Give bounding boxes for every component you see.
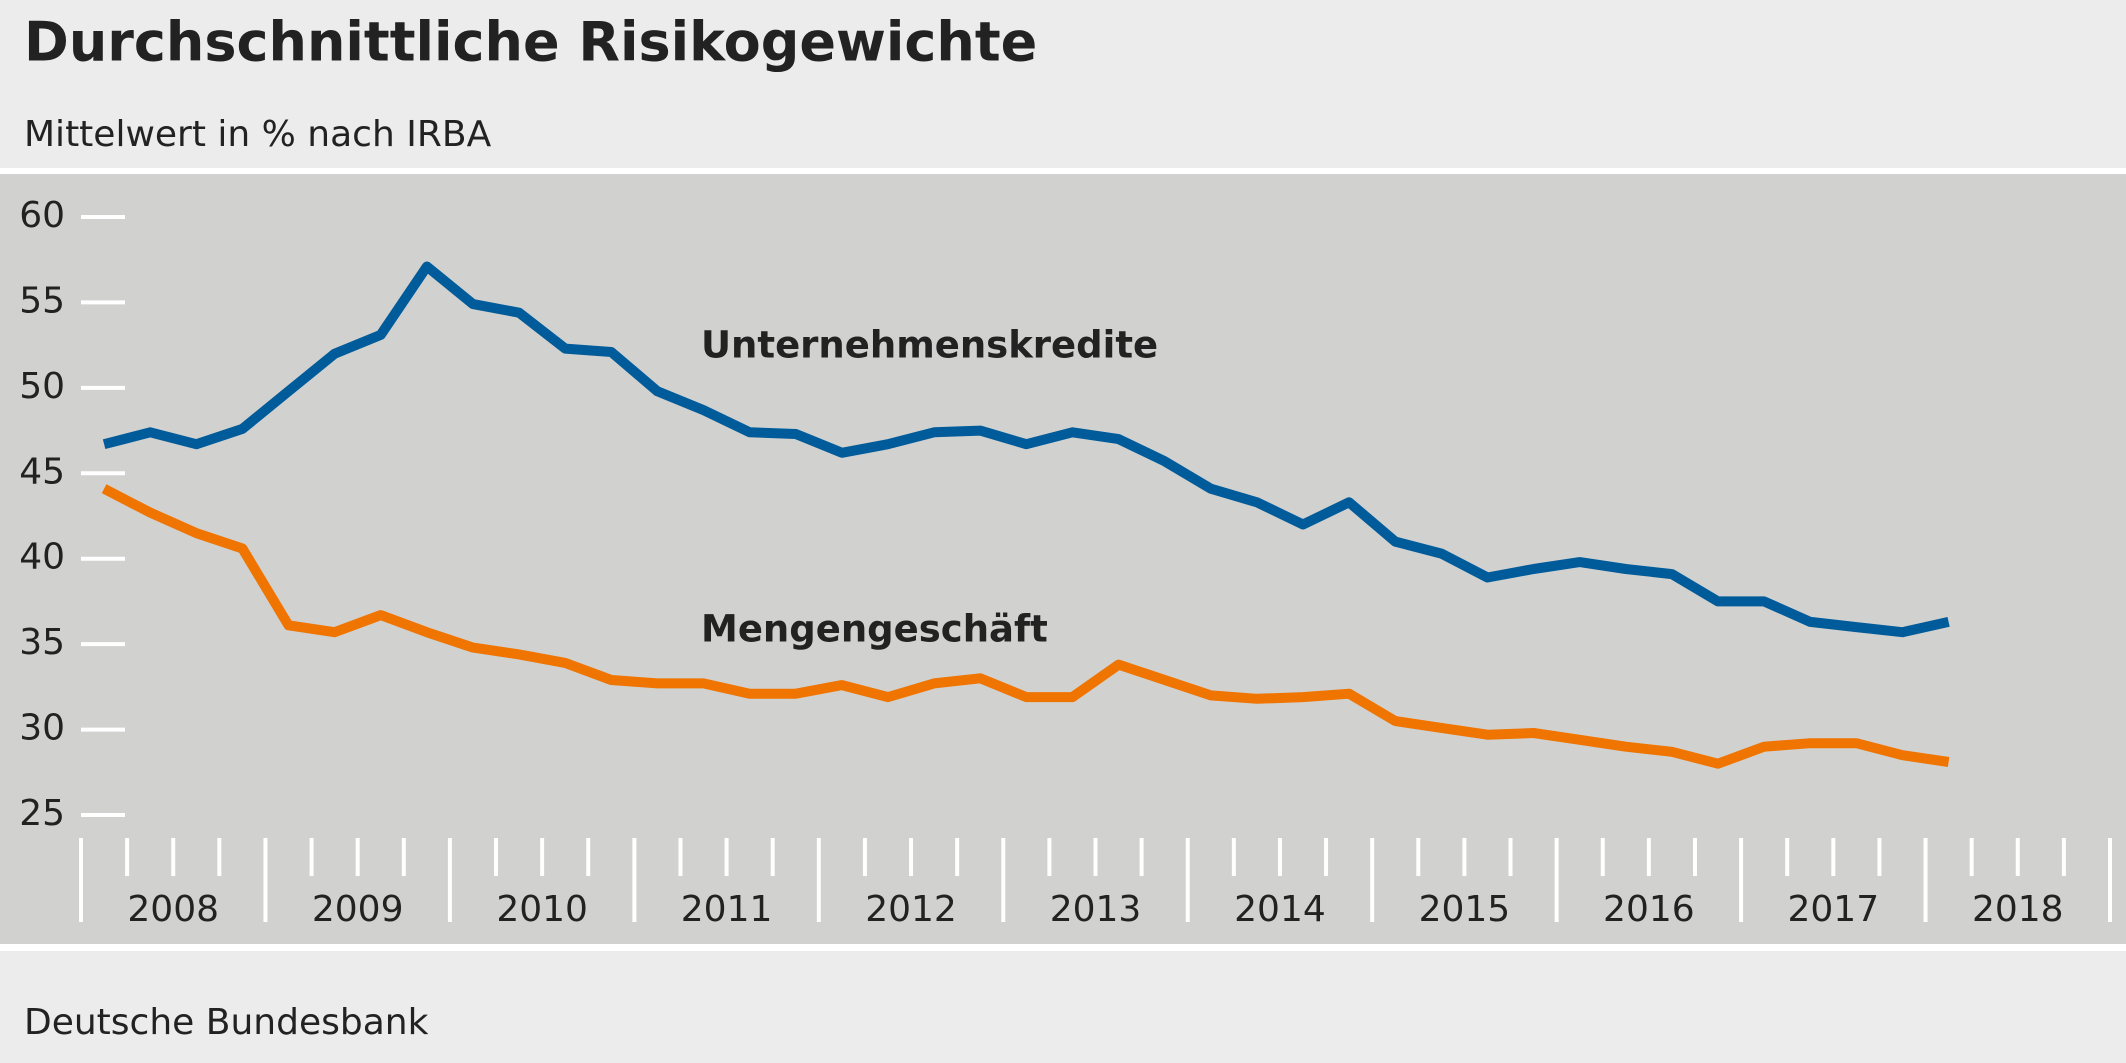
plot-background (0, 174, 2126, 944)
y-tick-label: 55 (19, 280, 65, 321)
chart-title: Durchschnittliche Risikogewichte (24, 11, 1037, 74)
x-tick-label: 2016 (1603, 889, 1695, 930)
y-tick-label: 25 (19, 793, 65, 834)
y-tick-label: 50 (19, 366, 65, 407)
x-tick-label: 2011 (681, 889, 773, 930)
separator (0, 944, 2126, 951)
series-label: Mengengeschäft (701, 608, 1048, 651)
y-tick-label: 35 (19, 622, 65, 663)
separator (0, 168, 2126, 174)
series-line (102, 261, 1950, 638)
x-tick-label: 2015 (1419, 889, 1511, 930)
x-tick-label: 2018 (1972, 889, 2064, 930)
x-tick-label: 2013 (1050, 889, 1142, 930)
x-tick-label: 2008 (127, 889, 219, 930)
y-tick-label: 45 (19, 451, 65, 492)
y-tick-label: 40 (19, 537, 65, 578)
x-tick-label: 2017 (1788, 889, 1880, 930)
chart-subtitle: Mittelwert in % nach IRBA (24, 114, 492, 155)
y-tick-label: 30 (19, 708, 65, 749)
series-label: Unternehmenskredite (701, 324, 1158, 367)
x-tick-label: 2009 (312, 889, 404, 930)
source: Deutsche Bundesbank (24, 1002, 429, 1043)
series-line (101, 484, 1950, 769)
x-tick-label: 2010 (496, 889, 588, 930)
x-tick-label: 2012 (865, 889, 957, 930)
y-tick-label: 60 (19, 195, 65, 236)
x-tick-label: 2014 (1234, 889, 1326, 930)
